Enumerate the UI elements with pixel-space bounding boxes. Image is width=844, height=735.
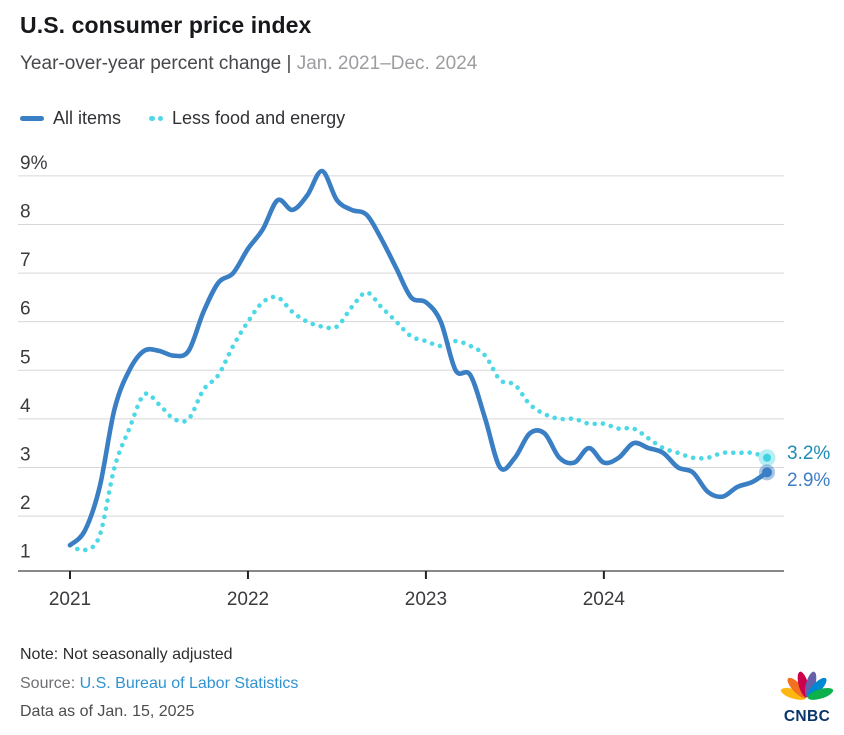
x-axis-label: 2023 <box>405 589 447 610</box>
legend-label-core: Less food and energy <box>172 108 346 128</box>
end-dot-all-items-halo <box>759 464 775 481</box>
chart-note: Note: Not seasonally adjusted <box>20 646 233 663</box>
legend-item-core: Less food and energy <box>149 108 345 129</box>
y-axis-label: 2 <box>20 493 31 514</box>
axes-layer: 9% 8 7 6 5 4 3 2 1 2021 2022 2023 2024 <box>18 153 784 610</box>
x-axis-label: 2022 <box>227 589 269 610</box>
source-label: Source: <box>20 675 80 692</box>
source-link[interactable]: U.S. Bureau of Labor Statistics <box>79 675 299 692</box>
end-markers-layer <box>758 449 776 481</box>
cnbc-wordmark: CNBC <box>784 708 830 725</box>
y-axis-label: 3 <box>20 444 31 465</box>
data-as-of: Data as of Jan. 15, 2025 <box>20 703 195 720</box>
y-axis-label: 8 <box>20 201 31 222</box>
end-label-core: 3.2% <box>787 443 830 464</box>
end-dot-core-halo <box>758 449 776 467</box>
y-axis-label: 4 <box>20 396 31 417</box>
y-axis-label: 7 <box>20 250 31 271</box>
legend-label-all-items: All items <box>53 108 122 128</box>
cnbc-logo: CNBC <box>780 671 834 725</box>
x-axis-label: 2024 <box>583 589 626 610</box>
dotted-line-swatch-icon <box>149 115 164 122</box>
y-axis-label: 1 <box>20 542 31 563</box>
gridlines-layer <box>18 175 784 517</box>
cpi-line-chart: 9% 8 7 6 5 4 3 2 1 2021 2022 2023 2024 3.2% 2.9% <box>18 153 830 610</box>
end-dot-core <box>763 453 771 462</box>
y-axis-label: 6 <box>20 299 31 320</box>
legend-item-all-items: All items <box>20 108 121 129</box>
series-layer <box>67 168 770 553</box>
chart-source: Source: U.S. Bureau of Labor Statistics <box>20 675 298 693</box>
subtitle-date-range: Jan. 2021–Dec. 2024 <box>296 53 478 74</box>
end-label-all-items: 2.9% <box>787 470 830 491</box>
subtitle-main: Year-over-year percent change | <box>20 53 292 74</box>
chart-subtitle: Year-over-year percent change | Jan. 202… <box>20 53 477 75</box>
end-dot-all-items <box>762 467 772 478</box>
peacock-icon <box>780 671 834 700</box>
x-axis-label: 2021 <box>49 589 91 610</box>
solid-line-swatch-icon <box>20 116 44 121</box>
line-all-items <box>67 168 770 548</box>
chart-legend: All items Less food and energy <box>20 108 345 129</box>
y-axis-label: 5 <box>20 347 31 368</box>
y-axis-label: 9% <box>20 153 48 174</box>
page-title: U.S. consumer price index <box>20 12 312 38</box>
line-less-food-and-energy <box>67 290 770 553</box>
